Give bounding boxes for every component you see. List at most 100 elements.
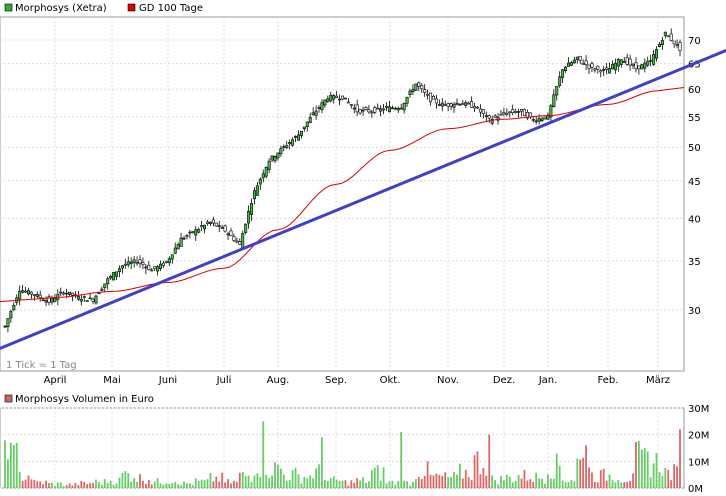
volume-bar: [121, 472, 124, 488]
volume-bar: [36, 481, 39, 488]
candle: [9, 309, 13, 323]
volume-bar: [130, 481, 133, 488]
candle: [35, 291, 39, 298]
candle-body: [343, 97, 347, 100]
candle-body: [170, 254, 174, 260]
candle-body: [62, 292, 66, 295]
volume-bar: [552, 478, 555, 488]
candle-body: [197, 229, 201, 233]
candle-body: [461, 103, 465, 105]
volume-bar: [368, 481, 370, 488]
x-axis-month-label: Dez.: [493, 375, 515, 386]
candle: [549, 104, 553, 124]
volume-bar: [491, 475, 494, 488]
candle-body: [420, 85, 424, 90]
volume-bar: [497, 484, 499, 488]
candle-body: [405, 96, 409, 104]
candle-body: [619, 59, 623, 65]
volume-bar: [127, 473, 130, 488]
candle-body: [203, 224, 207, 230]
candle: [452, 101, 456, 113]
candle-body: [540, 118, 544, 121]
candle: [335, 91, 339, 99]
candle: [393, 106, 397, 110]
volume-bar: [303, 476, 306, 488]
volume-bar: [197, 481, 200, 488]
volume-bar: [458, 463, 461, 488]
volume-bar: [83, 481, 86, 488]
candle: [185, 234, 189, 240]
candle-body: [302, 126, 306, 130]
price-y-tick: 30: [688, 306, 701, 317]
candle-body: [505, 113, 509, 115]
candle: [340, 95, 344, 101]
volume-bar: [344, 480, 347, 488]
candle: [91, 297, 95, 305]
candle-body: [481, 109, 485, 114]
candle-body: [217, 225, 221, 227]
candle-body: [308, 116, 312, 123]
candle: [258, 177, 262, 191]
volume-bar: [115, 483, 118, 488]
candle-body: [373, 107, 377, 113]
volume-bar: [464, 469, 467, 488]
candle-body: [443, 104, 447, 106]
candle-body: [478, 108, 482, 113]
candle: [159, 260, 163, 272]
candle: [200, 220, 204, 232]
volume-bar: [312, 478, 315, 488]
candle: [62, 291, 66, 296]
candle-body: [71, 292, 75, 296]
candle: [109, 274, 113, 281]
tick-footnote: 1 Tick = 1 Tag: [6, 360, 77, 371]
volume-bar: [599, 470, 602, 488]
candle: [649, 54, 653, 67]
ma-legend-swatch: [127, 3, 136, 12]
x-axis-month-label: Aug.: [267, 375, 290, 386]
candle-body: [387, 106, 391, 113]
volume-bar: [585, 445, 587, 488]
volume-bar: [438, 474, 441, 488]
candle-body: [414, 83, 418, 91]
candle-body: [417, 82, 421, 87]
candle: [458, 103, 462, 106]
candle: [68, 291, 72, 297]
volume-bar: [385, 483, 388, 488]
volume-legend-swatch: [4, 394, 13, 403]
candle-body: [323, 99, 327, 106]
x-axis-month-label: Feb.: [598, 375, 619, 386]
volume-bar: [221, 472, 224, 488]
candle: [115, 271, 119, 281]
candle: [443, 100, 447, 106]
candle-body: [657, 43, 661, 47]
volume-bar: [9, 442, 12, 488]
volume-bar: [18, 471, 21, 488]
x-axis-month-label: Juli: [216, 375, 232, 386]
candle: [390, 105, 394, 110]
volume-bar: [171, 483, 174, 488]
candle-body: [141, 262, 145, 266]
candle: [414, 83, 418, 92]
candle-body: [531, 119, 535, 121]
candle-body: [379, 108, 383, 112]
volume-bar: [153, 481, 156, 488]
candle: [267, 158, 271, 174]
volume-bar: [470, 479, 473, 488]
volume-bar: [194, 478, 197, 488]
candle: [379, 105, 383, 117]
volume-bar: [4, 440, 6, 488]
candle-body: [223, 225, 227, 232]
price-panel-frame: [0, 16, 685, 372]
volume-bar: [426, 461, 429, 488]
candle: [675, 39, 679, 49]
candle: [21, 284, 25, 294]
candle-body: [109, 275, 113, 279]
candle-body: [487, 115, 491, 119]
volume-bar: [191, 485, 194, 488]
candle-body: [649, 59, 653, 62]
candle-body: [182, 237, 186, 240]
candle: [294, 135, 298, 143]
candle-body: [76, 296, 80, 300]
candle-body: [558, 76, 562, 86]
candle-body: [317, 107, 321, 109]
